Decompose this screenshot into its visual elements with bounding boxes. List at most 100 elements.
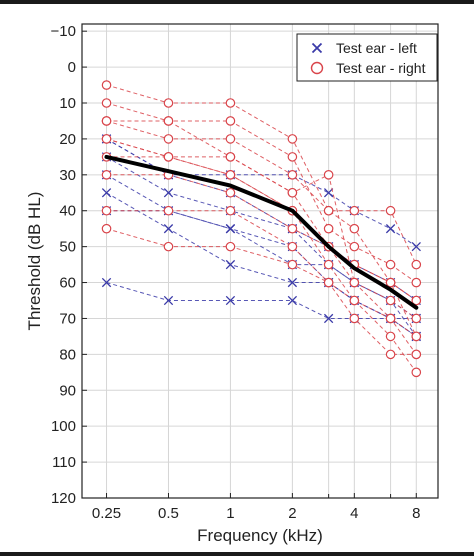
y-tick-label: 30 bbox=[59, 167, 76, 184]
right-ear-point bbox=[411, 367, 422, 378]
right-ear-point bbox=[411, 331, 422, 342]
left-ear-line bbox=[106, 138, 417, 248]
y-tick-label: 80 bbox=[59, 346, 76, 363]
right-ear-point bbox=[163, 241, 174, 252]
right-ear-point bbox=[411, 277, 422, 288]
right-ear-point bbox=[163, 152, 174, 162]
right-ear-point bbox=[411, 313, 422, 324]
right-ear-line bbox=[106, 228, 417, 355]
right-ear-point bbox=[385, 313, 396, 324]
right-ear-point bbox=[411, 349, 422, 360]
y-tick-label: 70 bbox=[59, 310, 76, 327]
y-tick-label: 0 bbox=[68, 59, 76, 76]
right-ear-point bbox=[287, 170, 298, 180]
left-ear-point bbox=[163, 224, 174, 234]
left-ear-point bbox=[101, 188, 112, 198]
right-ear-point bbox=[411, 295, 422, 306]
left-ear-line bbox=[106, 192, 417, 319]
y-tick-label: 20 bbox=[59, 131, 76, 148]
legend-marker-x bbox=[311, 42, 323, 54]
legend-marker-o bbox=[310, 61, 324, 75]
right-ear-point bbox=[163, 134, 174, 144]
plot-area-frame bbox=[81, 23, 439, 499]
left-ear-point bbox=[323, 188, 334, 198]
right-ear-point bbox=[163, 98, 174, 108]
right-ear-point bbox=[287, 134, 298, 144]
x-axis-title: Frequency (kHz) bbox=[197, 526, 323, 545]
right-ear-point bbox=[349, 277, 360, 288]
legend-label: Test ear - left bbox=[336, 40, 417, 56]
right-ear-point bbox=[349, 223, 360, 234]
right-ear-point bbox=[323, 277, 334, 288]
y-tick-label: −10 bbox=[51, 23, 76, 40]
right-ear-point bbox=[225, 116, 236, 126]
right-ear-point bbox=[287, 223, 298, 234]
left-ear-line bbox=[106, 138, 417, 337]
right-ear-point bbox=[287, 152, 298, 162]
x-tick-label: 4 bbox=[350, 505, 358, 522]
right-ear-point bbox=[101, 134, 112, 144]
right-ear-point bbox=[287, 259, 298, 270]
left-ear-point bbox=[385, 224, 396, 234]
right-ear-point bbox=[225, 187, 236, 198]
right-ear-point bbox=[101, 223, 112, 234]
y-tick-label: 60 bbox=[59, 275, 76, 292]
left-ear-point bbox=[163, 295, 174, 306]
right-ear-point bbox=[287, 241, 298, 252]
x-tick-label: 0.5 bbox=[158, 505, 179, 522]
right-ear-point bbox=[323, 170, 334, 180]
x-tick-label: 2 bbox=[288, 505, 296, 522]
right-ear-point bbox=[349, 313, 360, 324]
left-ear-point bbox=[225, 295, 236, 306]
right-ear-line bbox=[106, 102, 417, 283]
right-ear-point bbox=[385, 349, 396, 360]
right-ear-point bbox=[323, 223, 334, 234]
right-ear-point bbox=[411, 259, 422, 270]
right-ear-point bbox=[101, 98, 112, 108]
right-ear-line bbox=[106, 120, 417, 319]
right-ear-line bbox=[106, 210, 417, 337]
right-ear-point bbox=[385, 259, 396, 270]
y-tick-label: 100 bbox=[51, 418, 76, 435]
right-ear-point bbox=[225, 152, 236, 162]
right-ear-point bbox=[323, 205, 334, 216]
right-ear-line bbox=[106, 156, 417, 373]
mean-series bbox=[104, 154, 419, 310]
right-ear-point bbox=[349, 205, 360, 216]
left-ear-line bbox=[106, 210, 417, 319]
y-tick-label: 120 bbox=[51, 490, 76, 507]
right-ear-point bbox=[225, 170, 236, 180]
right-ear-point bbox=[349, 295, 360, 306]
y-tick-label: 40 bbox=[59, 203, 76, 220]
right-ear-line bbox=[106, 84, 417, 337]
left-ear-point bbox=[225, 224, 236, 234]
left-ear-point bbox=[163, 188, 174, 198]
right-ear-point bbox=[385, 331, 396, 342]
right-ear-point bbox=[163, 116, 174, 126]
right-ear-point bbox=[349, 241, 360, 252]
right-ear-point bbox=[101, 80, 112, 90]
x-tick-label: 0.25 bbox=[92, 505, 121, 522]
x-tick-label: 8 bbox=[412, 505, 420, 522]
right-ear-point bbox=[385, 295, 396, 306]
right-ear-point bbox=[225, 241, 236, 252]
y-tick-label: 50 bbox=[59, 239, 76, 256]
audiogram-chart: −10 0 10 20 30 40 50 60 70 80 90 100 110 120 0.25 0.5 1 2… bbox=[25, 23, 439, 545]
y-tick-label: 110 bbox=[52, 454, 76, 471]
right-ear-point bbox=[323, 259, 334, 270]
right-ear-point bbox=[287, 187, 298, 198]
right-ear-point bbox=[101, 205, 112, 216]
right-ear-point bbox=[225, 205, 236, 216]
right-ear-point bbox=[225, 98, 236, 108]
y-tick-label: 90 bbox=[59, 382, 76, 399]
grid bbox=[82, 24, 438, 499]
right-ear-point bbox=[225, 134, 236, 144]
y-tick-label: 10 bbox=[59, 95, 76, 112]
left-ear-point bbox=[225, 259, 236, 270]
right-ear-point bbox=[101, 116, 112, 126]
x-tick-label: 1 bbox=[226, 505, 234, 522]
mean-line bbox=[104, 154, 419, 310]
y-axis-title: Threshold (dB HL) bbox=[25, 192, 44, 331]
left-ear-point bbox=[287, 295, 298, 306]
